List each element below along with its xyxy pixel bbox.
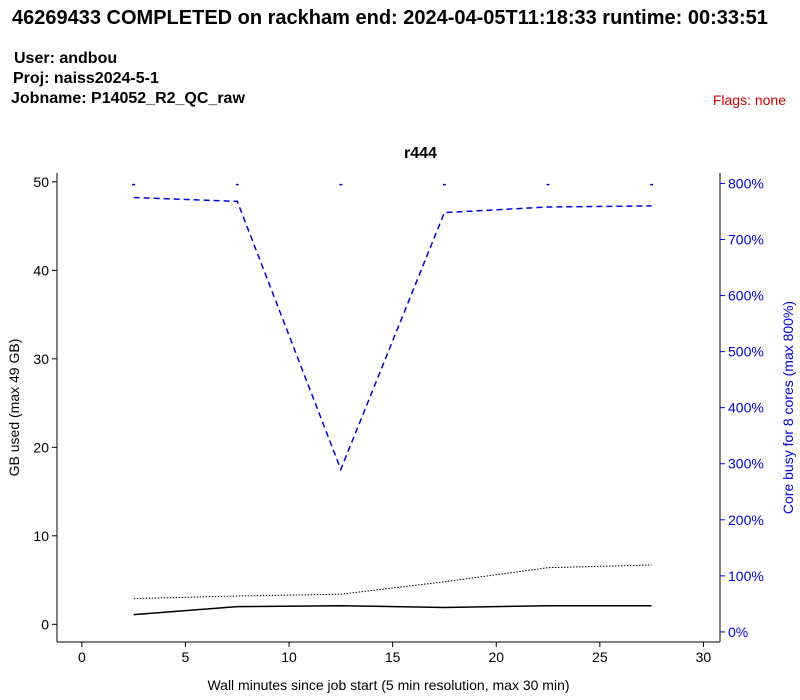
x-tick-label: 30 xyxy=(696,649,712,665)
user-label: User: andbou xyxy=(14,50,118,67)
core-busy-line xyxy=(133,196,652,472)
y-left-tick-label: 50 xyxy=(33,174,49,190)
y-right-tick-label: 600% xyxy=(728,288,764,304)
y-left-tick-label: 10 xyxy=(33,528,49,544)
y-right-tick-label: 100% xyxy=(728,568,764,584)
y-axis-label-left: GB used (max 49 GB) xyxy=(6,339,22,477)
memory-used-line xyxy=(133,604,652,616)
y-right-tick-label: 500% xyxy=(728,344,764,360)
x-tick-label: 5 xyxy=(182,649,190,665)
jobname-label: Jobname: P14052_R2_QC_raw xyxy=(11,90,245,107)
x-tick-label: 25 xyxy=(592,649,608,665)
y-right-tick-label: 300% xyxy=(728,456,764,472)
y-left-tick-label: 40 xyxy=(33,262,49,278)
y-left-tick-label: 30 xyxy=(33,351,49,367)
y-right-tick-label: 400% xyxy=(728,400,764,416)
x-tick-label: 15 xyxy=(385,649,401,665)
y-left-tick-label: 0 xyxy=(41,616,49,632)
x-axis-label: Wall minutes since job start (5 min reso… xyxy=(207,677,569,693)
y-right-tick-label: 200% xyxy=(728,512,764,528)
x-tick-label: 20 xyxy=(488,649,504,665)
y-right-tick-label: 800% xyxy=(728,175,764,191)
y-axis-label-right: Core busy for 8 cores (max 800%) xyxy=(780,301,796,514)
y-left-tick-label: 20 xyxy=(33,439,49,455)
project-label: Proj: naiss2024-5-1 xyxy=(13,70,159,87)
chart-title: r444 xyxy=(404,145,437,162)
memory-dotted-line xyxy=(133,564,652,600)
y-right-tick-label: 0% xyxy=(728,624,748,640)
x-tick-label: 0 xyxy=(78,649,86,665)
y-right-tick-label: 700% xyxy=(728,232,764,248)
job-title: 46269433 COMPLETED on rackham end: 2024-… xyxy=(12,7,768,29)
flags-label: Flags: none xyxy=(712,92,786,108)
x-tick-label: 10 xyxy=(281,649,297,665)
